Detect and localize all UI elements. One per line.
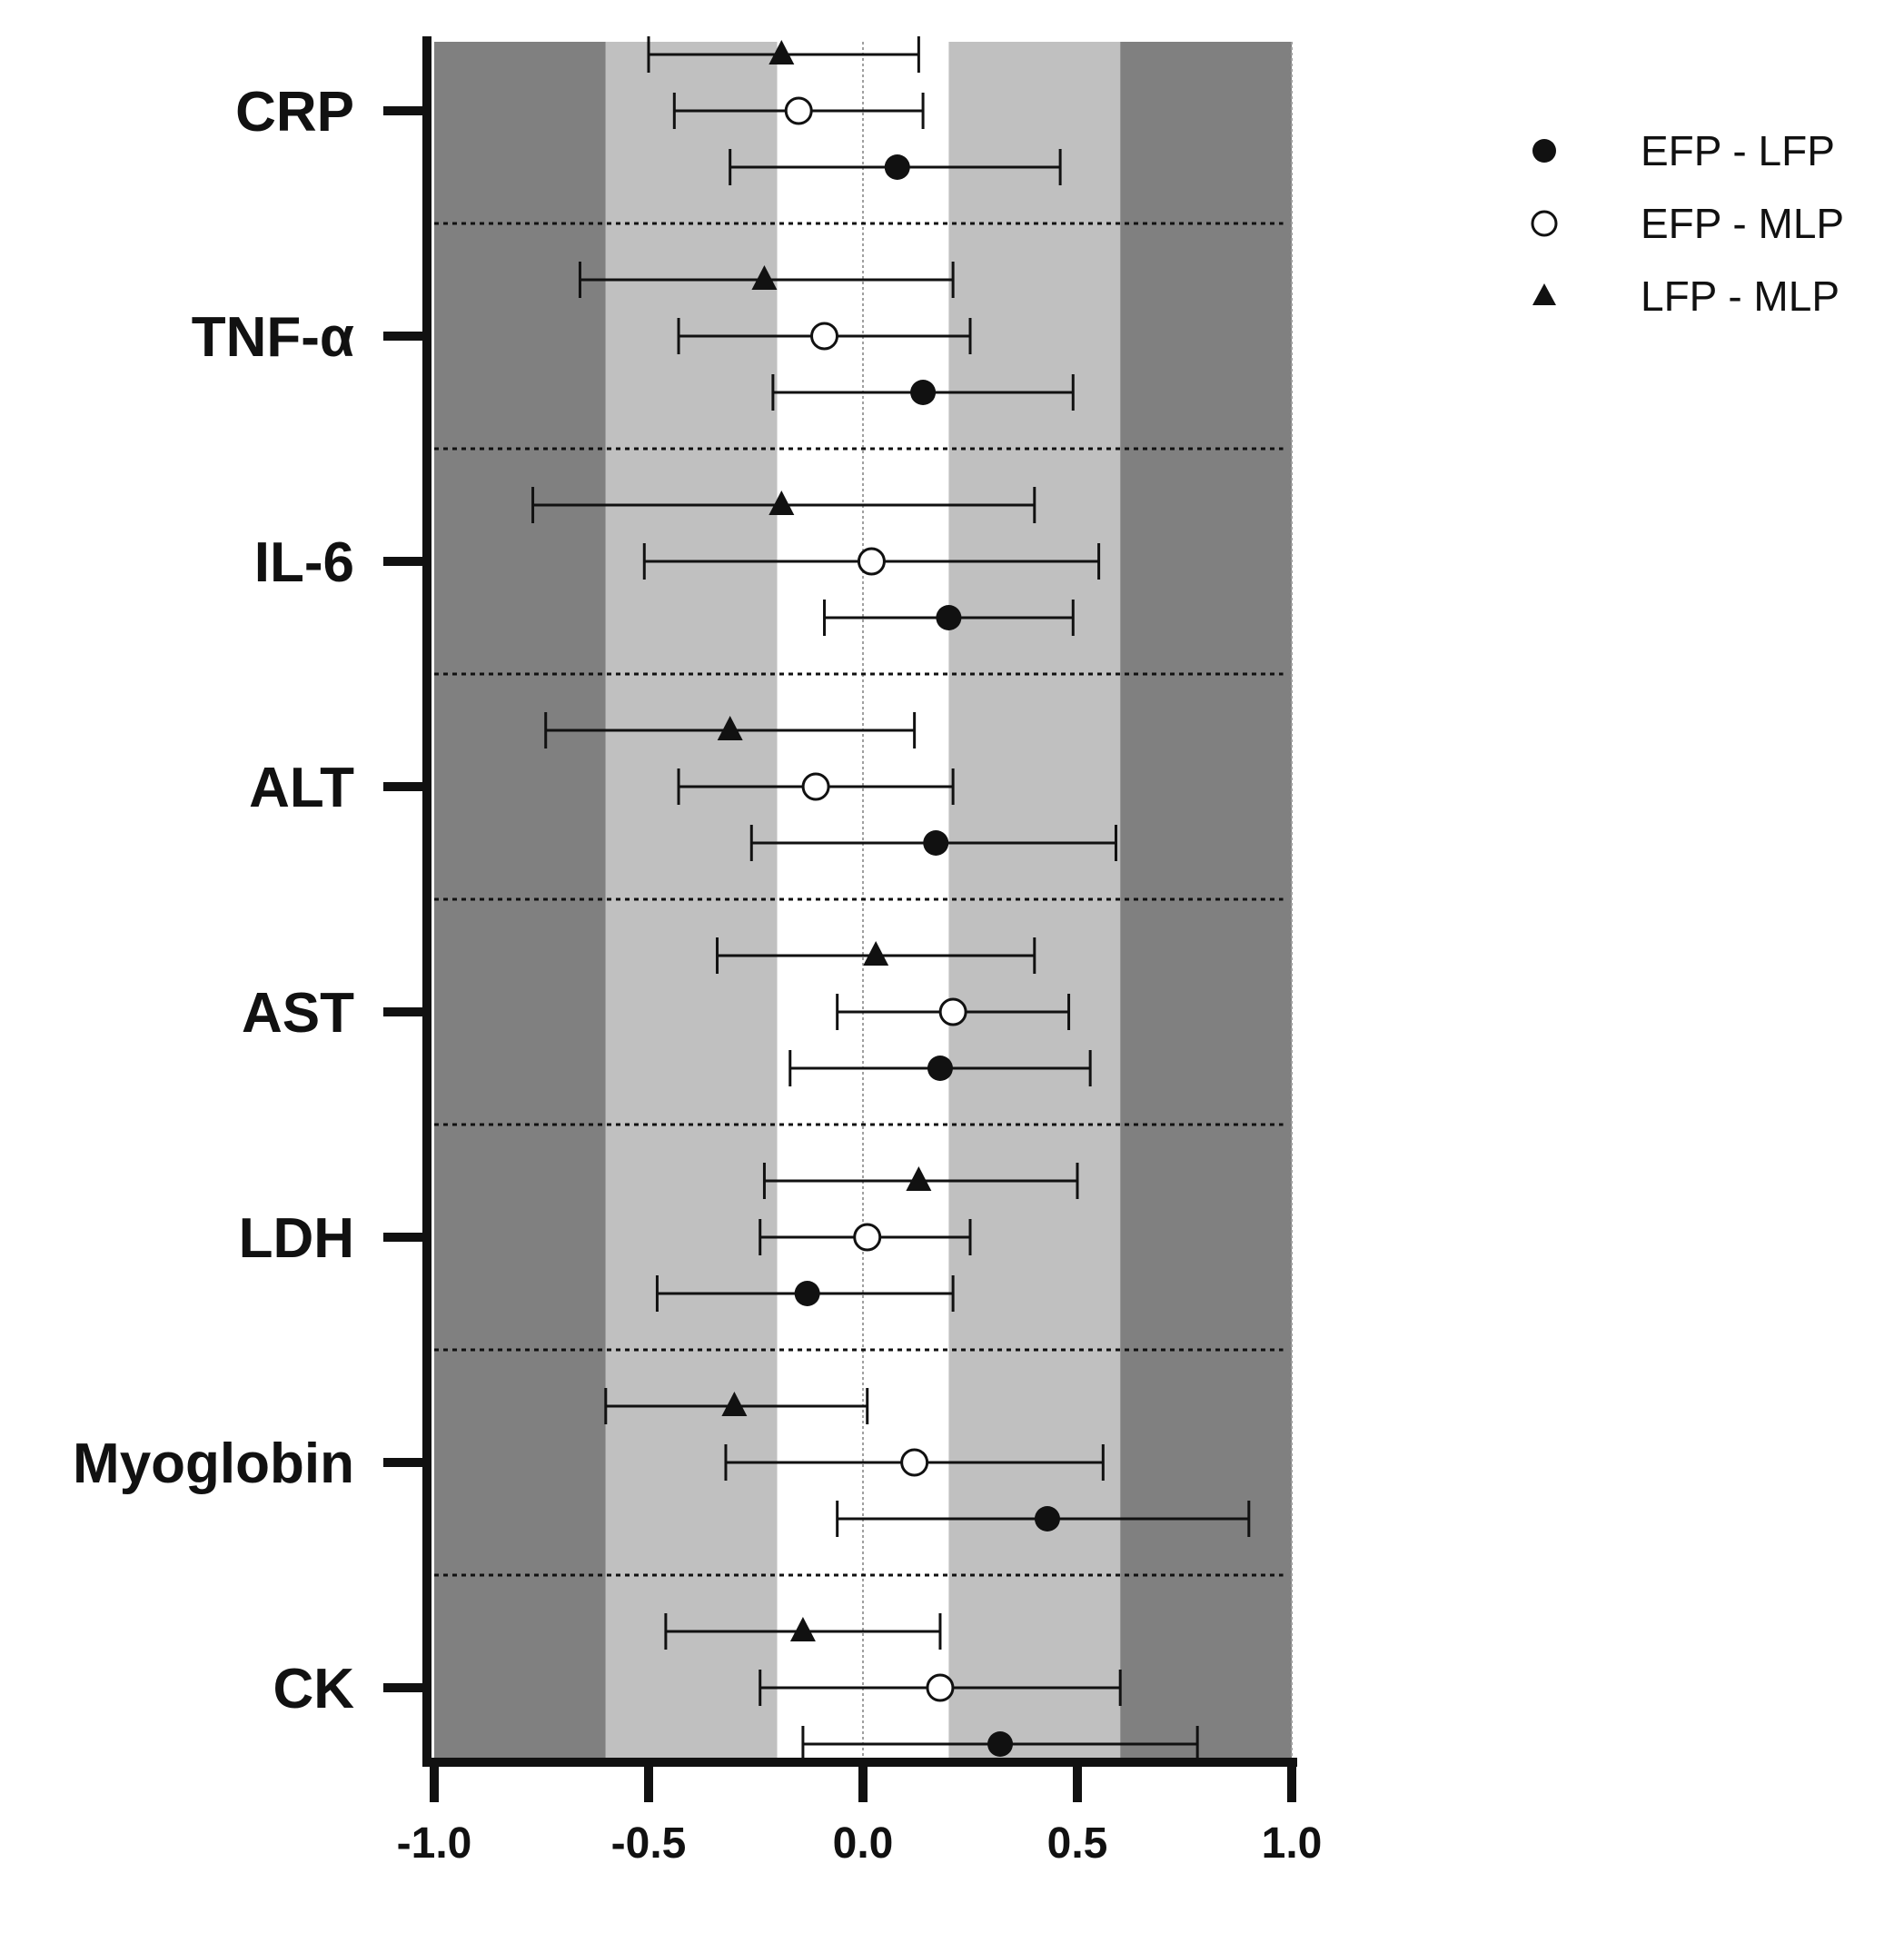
category-label: Myoglobin (73, 1432, 354, 1495)
point-marker-filled-circle (987, 1731, 1014, 1757)
point-marker-filled-circle (927, 1056, 953, 1081)
point-marker-open-circle (810, 322, 839, 351)
point-marker-filled-circle (910, 380, 937, 405)
legend-marker-open-circle (1531, 210, 1558, 237)
point-marker-open-circle (938, 997, 967, 1026)
point-marker-triangle (717, 716, 743, 740)
point-marker-open-circle (801, 772, 830, 801)
legend-marker-filled-circle (1532, 139, 1556, 163)
legend-label: LFP - MLP (1641, 273, 1840, 320)
band-layer (434, 42, 1292, 1762)
point-marker-open-circle (857, 547, 886, 576)
legend-label: EFP - MLP (1641, 200, 1844, 247)
category-label: ALT (249, 757, 354, 819)
category-label: TNF-α (192, 306, 354, 369)
x-tick-label: 1.0 (1262, 1819, 1323, 1868)
point-marker-filled-circle (884, 154, 910, 180)
point-marker-open-circle (853, 1223, 882, 1252)
point-marker-triangle (863, 941, 889, 966)
category-label: LDH (239, 1207, 354, 1270)
x-tick-label: 0.0 (833, 1819, 894, 1868)
legend: EFP - LFP EFP - MLP LFP - MLP (1531, 127, 1844, 320)
axes-layer: -1.0 -0.5 0.0 0.5 1.0 (383, 36, 1322, 1868)
category-label: IL-6 (254, 531, 354, 594)
point-marker-filled-circle (1034, 1506, 1060, 1532)
point-marker-triangle (769, 40, 795, 64)
grid-layer (434, 42, 1293, 1762)
point-marker-triangle (789, 1617, 816, 1641)
x-tick-label: 0.5 (1047, 1819, 1108, 1868)
point-marker-open-circle (926, 1673, 955, 1702)
point-marker-filled-circle (936, 605, 962, 630)
category-label: CRP (235, 81, 354, 144)
x-tick-label: -1.0 (397, 1819, 472, 1868)
shaded-band-3 (948, 42, 1121, 1762)
point-marker-triangle (751, 265, 778, 290)
category-label-layer: CRP TNF-α IL-6 ALT AST LDH Myoglobin CK (73, 81, 354, 1720)
point-marker-open-circle (900, 1448, 929, 1477)
point-marker-filled-circle (923, 830, 949, 856)
category-label: AST (242, 982, 354, 1045)
point-marker-open-circle (784, 96, 813, 125)
point-marker-triangle (906, 1166, 932, 1191)
shaded-band-0 (434, 42, 606, 1762)
point-marker-triangle (721, 1392, 748, 1416)
error-bar-layer (531, 36, 1251, 1762)
shaded-band-4 (1120, 42, 1292, 1762)
legend-marker-triangle (1532, 283, 1556, 305)
x-tick-label: -0.5 (611, 1819, 687, 1868)
category-label: CK (273, 1658, 354, 1720)
point-marker-triangle (769, 491, 795, 515)
shaded-band-1 (605, 42, 778, 1762)
legend-label: EFP - LFP (1641, 127, 1835, 174)
point-marker-filled-circle (794, 1281, 820, 1306)
